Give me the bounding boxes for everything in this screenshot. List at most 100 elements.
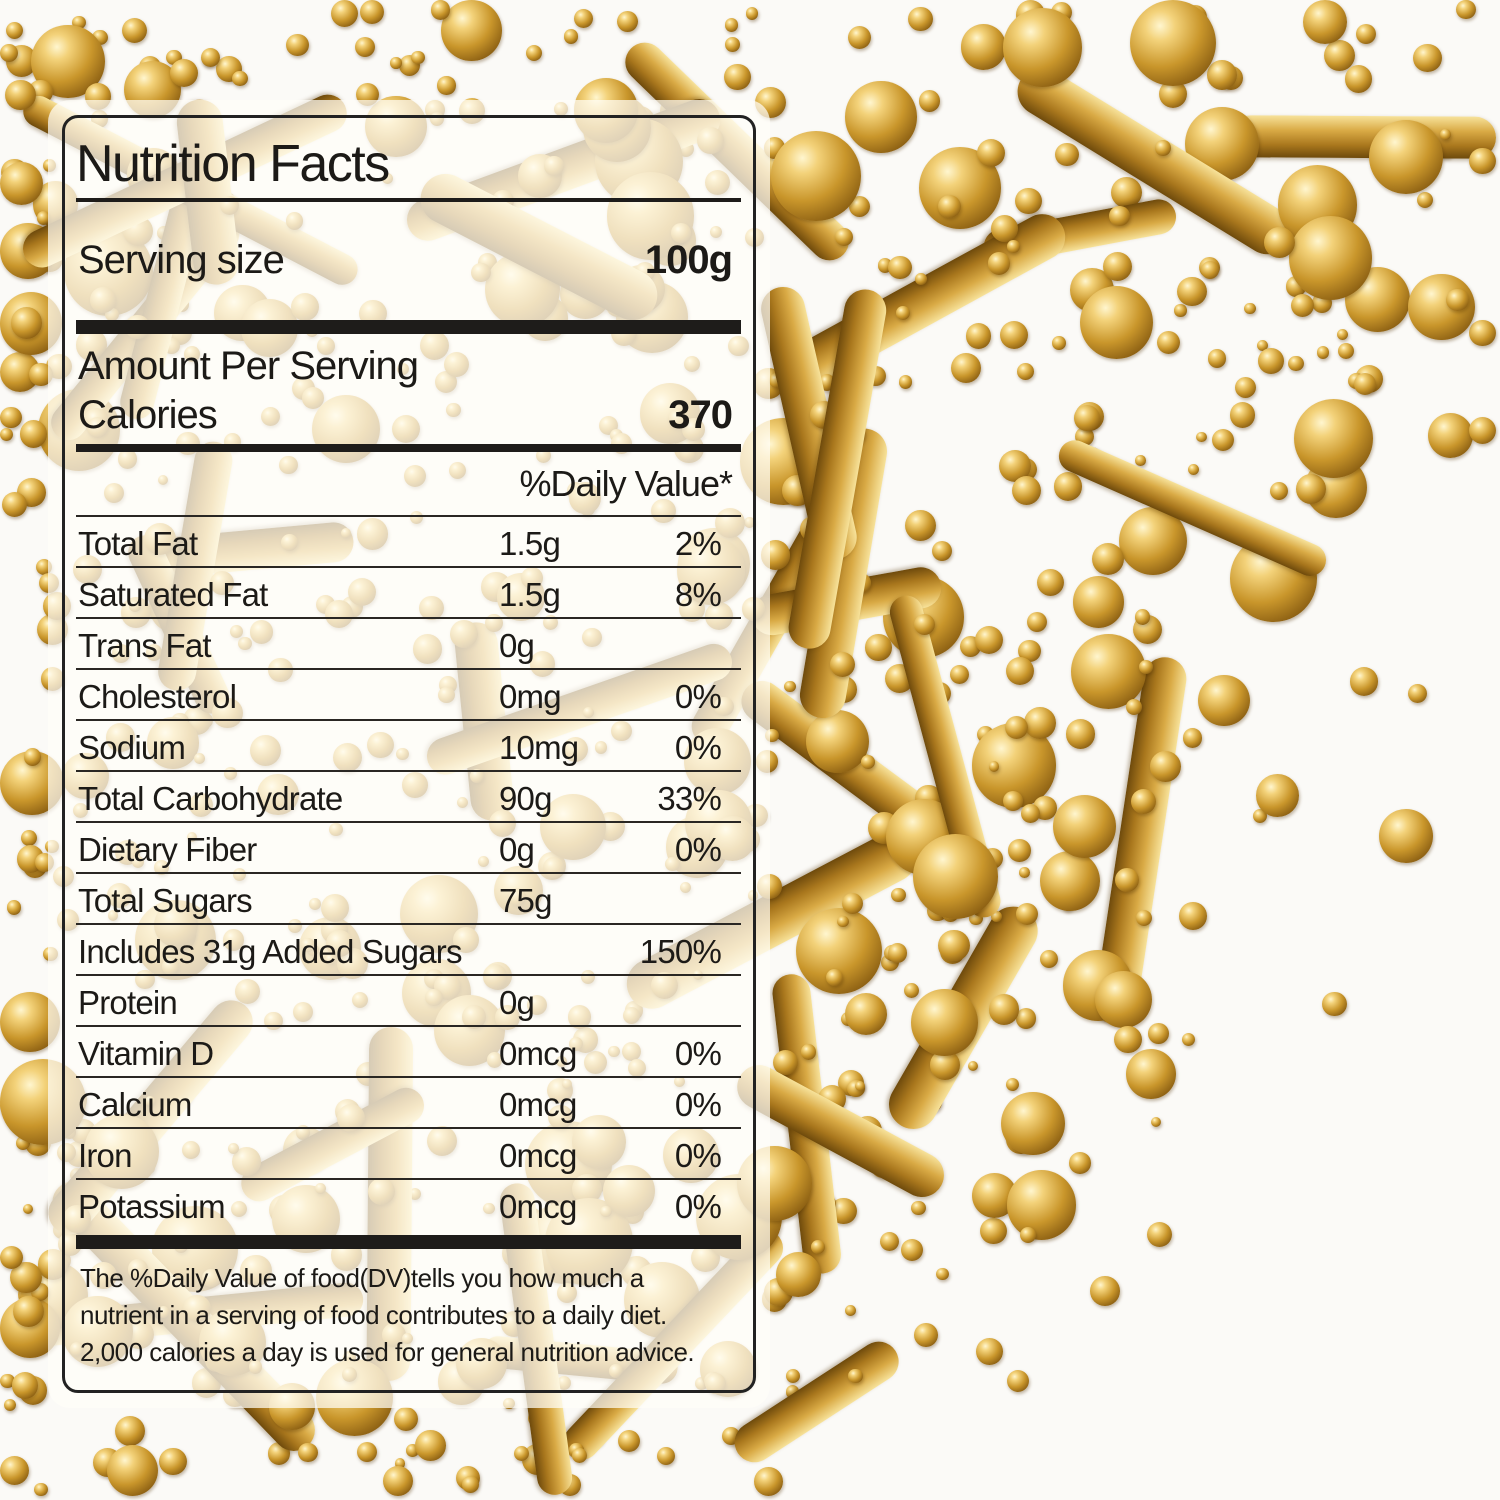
sprinkle-ball <box>1001 1091 1065 1156</box>
sprinkle-ball <box>0 161 43 205</box>
nutrient-daily-value: 33% <box>657 780 721 817</box>
nutrient-amount: 0mcg <box>499 1035 577 1072</box>
sprinkle-ball <box>1349 667 1379 696</box>
sprinkle-ball <box>1446 288 1470 312</box>
sprinkle-ball <box>1074 405 1101 432</box>
nutrient-row: Dietary Fiber 0g 0% <box>76 821 741 874</box>
sprinkle-ball <box>918 90 941 112</box>
sprinkle-ball <box>1006 656 1035 685</box>
sprinkle-ball <box>1135 609 1151 625</box>
sprinkle-ball <box>1053 472 1083 501</box>
sprinkle-ball <box>22 1203 33 1215</box>
nutrient-name: Cholesterol <box>78 678 237 715</box>
sprinkle-ball <box>1234 376 1256 398</box>
sprinkle-ball <box>1188 464 1200 476</box>
sprinkle-ball <box>411 50 425 65</box>
nutrient-daily-value: 0% <box>674 1086 722 1123</box>
sprinkle-ball <box>1005 1077 1020 1091</box>
sprinkle-ball <box>785 1369 801 1384</box>
nutrient-name: Includes 31g Added Sugars <box>78 933 462 970</box>
sprinkle-ball <box>1039 950 1059 969</box>
sprinkle-ball <box>989 761 1000 772</box>
sprinkle-ball <box>1071 633 1147 709</box>
sprinkle-ball <box>1125 1048 1176 1099</box>
sprinkle-ball <box>960 24 1006 70</box>
nutrient-name: Sodium <box>78 729 186 766</box>
nutrient-row: Includes 31g Added Sugars 150% <box>76 923 741 976</box>
sprinkle-ball <box>1440 128 1451 140</box>
nutrient-row: Total Sugars 75g <box>76 872 741 925</box>
sprinkle-ball <box>825 969 843 987</box>
sprinkle-ball <box>0 1245 24 1270</box>
sprinkle-ball <box>910 1200 926 1216</box>
sprinkle-ball <box>29 362 53 387</box>
sprinkle-rod <box>1229 115 1497 159</box>
sprinkle-ball <box>354 36 376 58</box>
sprinkle-ball <box>5 80 36 111</box>
sprinkle-ball <box>159 1447 188 1476</box>
sprinkle-ball <box>1456 0 1476 20</box>
sprinkle-ball <box>564 29 579 44</box>
sprinkle-ball <box>784 680 796 693</box>
sprinkle-ball <box>880 1231 900 1252</box>
sprinkle-ball <box>571 1447 588 1463</box>
nutrient-row: Potassium 0mcg 0% <box>76 1178 741 1231</box>
sprinkle-ball <box>617 10 639 32</box>
sprinkle-ball <box>1052 336 1066 350</box>
nutrient-daily-value: 150% <box>639 933 722 970</box>
sprinkle-ball <box>1156 330 1180 354</box>
sprinkle-ball <box>1290 293 1315 318</box>
sprinkle-ball <box>232 70 248 86</box>
sprinkle-ball <box>1256 339 1268 351</box>
sprinkle-ball <box>938 194 962 218</box>
nutrient-name: Protein <box>78 984 178 1021</box>
nutrient-name: Total Carbohydrate <box>78 780 343 817</box>
sprinkle-ball <box>1008 839 1031 862</box>
sprinkle-ball <box>848 1368 863 1384</box>
sprinkle-ball <box>1468 416 1496 445</box>
calories-label: Calories <box>78 393 218 437</box>
sprinkle-ball <box>1095 971 1153 1029</box>
sprinkle-ball <box>725 37 740 53</box>
sprinkle-ball <box>932 540 953 562</box>
sprinkle-ball <box>845 1305 857 1317</box>
sprinkle-ball <box>974 625 1003 654</box>
sprinkle-ball <box>1073 576 1125 628</box>
sprinkle-ball <box>805 709 869 773</box>
nutrient-row: Saturated Fat 1.5g 8% <box>76 566 741 619</box>
sprinkle-ball <box>1007 240 1020 253</box>
sprinkle-ball <box>1263 226 1296 259</box>
nutrient-name: Trans Fat <box>78 627 212 664</box>
sprinkle-ball <box>776 1251 822 1298</box>
sprinkle-ball <box>0 1373 15 1389</box>
sprinkle-ball <box>1053 795 1117 859</box>
sprinkle-ball <box>1323 39 1356 72</box>
nutrient-name: Calcium <box>78 1086 192 1123</box>
sprinkle-ball <box>1303 0 1348 44</box>
nutrient-row: Protein 0g <box>76 974 741 1027</box>
sprinkle-ball <box>837 916 849 928</box>
sprinkle-ball <box>1288 356 1304 372</box>
sprinkle-ball <box>12 1296 44 1328</box>
sprinkle-ball <box>1136 909 1153 927</box>
sprinkle-ball <box>1211 428 1234 451</box>
sprinkle-ball <box>360 0 385 25</box>
sprinkle-ball <box>122 17 148 43</box>
sprinkle-ball <box>1015 902 1039 926</box>
sprinkle-ball <box>1354 372 1377 395</box>
sprinkle-ball <box>896 305 911 320</box>
sprinkle-ball <box>1155 140 1171 157</box>
sprinkle-ball <box>1138 660 1153 675</box>
nutrient-amount: 0mcg <box>499 1188 577 1225</box>
nutrient-name: Vitamin D <box>78 1035 214 1072</box>
sprinkle-ball <box>1130 0 1217 87</box>
sprinkle-ball <box>1089 1276 1120 1306</box>
sprinkle-ball <box>754 1467 783 1496</box>
sprinkle-ball <box>1015 187 1042 214</box>
nutrient-row: Calcium 0mcg 0% <box>76 1076 741 1129</box>
nutrient-name: Total Sugars <box>78 882 253 919</box>
sprinkle-ball <box>887 943 908 963</box>
sprinkle-ball <box>1417 191 1434 208</box>
nutrient-amount: 1.5g <box>499 525 561 562</box>
sprinkle-ball <box>1079 286 1153 360</box>
